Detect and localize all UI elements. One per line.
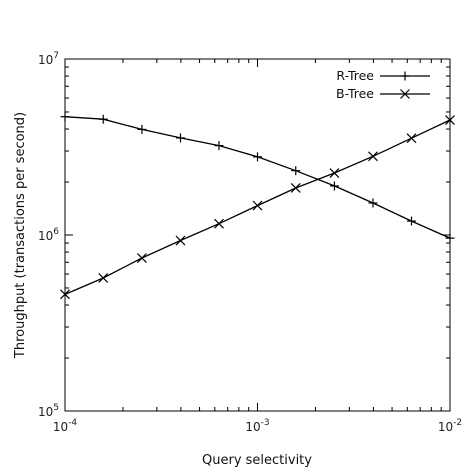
data-point-r-tree — [445, 233, 455, 243]
data-point-b-tree — [329, 168, 340, 178]
data-point-b-tree — [290, 183, 301, 193]
legend-label: R-Tree — [336, 68, 374, 83]
data-point-r-tree — [368, 198, 378, 208]
data-point-r-tree — [329, 181, 339, 191]
data-point-b-tree — [252, 200, 263, 211]
plot-frame — [64, 58, 451, 412]
x-axis-title: Query selectivity — [202, 453, 312, 468]
data-point-r-tree — [253, 152, 262, 162]
y-tick-label: 105 — [38, 403, 59, 419]
axis-ticks — [64, 58, 451, 412]
legend-marker — [400, 71, 410, 81]
data-point-b-tree — [137, 253, 147, 263]
data-point-r-tree — [98, 114, 108, 124]
series-b-tree — [60, 115, 455, 300]
legend-item-b-tree: B-Tree — [336, 86, 430, 101]
data-point-r-tree — [214, 141, 224, 151]
y-axis-title: Throughput (transactions per second) — [13, 112, 28, 359]
legend-marker — [400, 89, 410, 99]
data-point-r-tree — [291, 166, 301, 176]
data-point-r-tree — [175, 133, 185, 143]
data-point-b-tree — [98, 273, 109, 283]
x-tick-label: 10-4 — [53, 418, 78, 434]
data-point-r-tree — [60, 112, 70, 122]
tick-labels: 10-4 10-3 10-2 105 106 107 — [38, 51, 462, 434]
data-point-r-tree — [137, 124, 147, 134]
data-point-r-tree — [407, 216, 417, 226]
series-layer — [60, 112, 455, 300]
series-r-tree — [60, 112, 455, 243]
legend: R-Tree B-Tree — [336, 68, 430, 101]
y-tick-label: 107 — [38, 51, 59, 67]
data-point-b-tree — [214, 218, 224, 229]
data-point-b-tree — [368, 151, 378, 162]
x-tick-label: 10-3 — [245, 418, 269, 434]
data-point-b-tree — [445, 115, 455, 125]
legend-label: B-Tree — [336, 86, 374, 101]
data-point-b-tree — [175, 235, 186, 246]
series-line-r-tree — [64, 116, 451, 239]
y-tick-label: 106 — [38, 227, 59, 243]
legend-item-r-tree: R-Tree — [336, 68, 430, 83]
series-line-b-tree — [64, 119, 451, 295]
data-point-b-tree — [406, 133, 417, 144]
x-tick-label: 10-2 — [438, 418, 462, 434]
data-point-b-tree — [60, 289, 70, 300]
